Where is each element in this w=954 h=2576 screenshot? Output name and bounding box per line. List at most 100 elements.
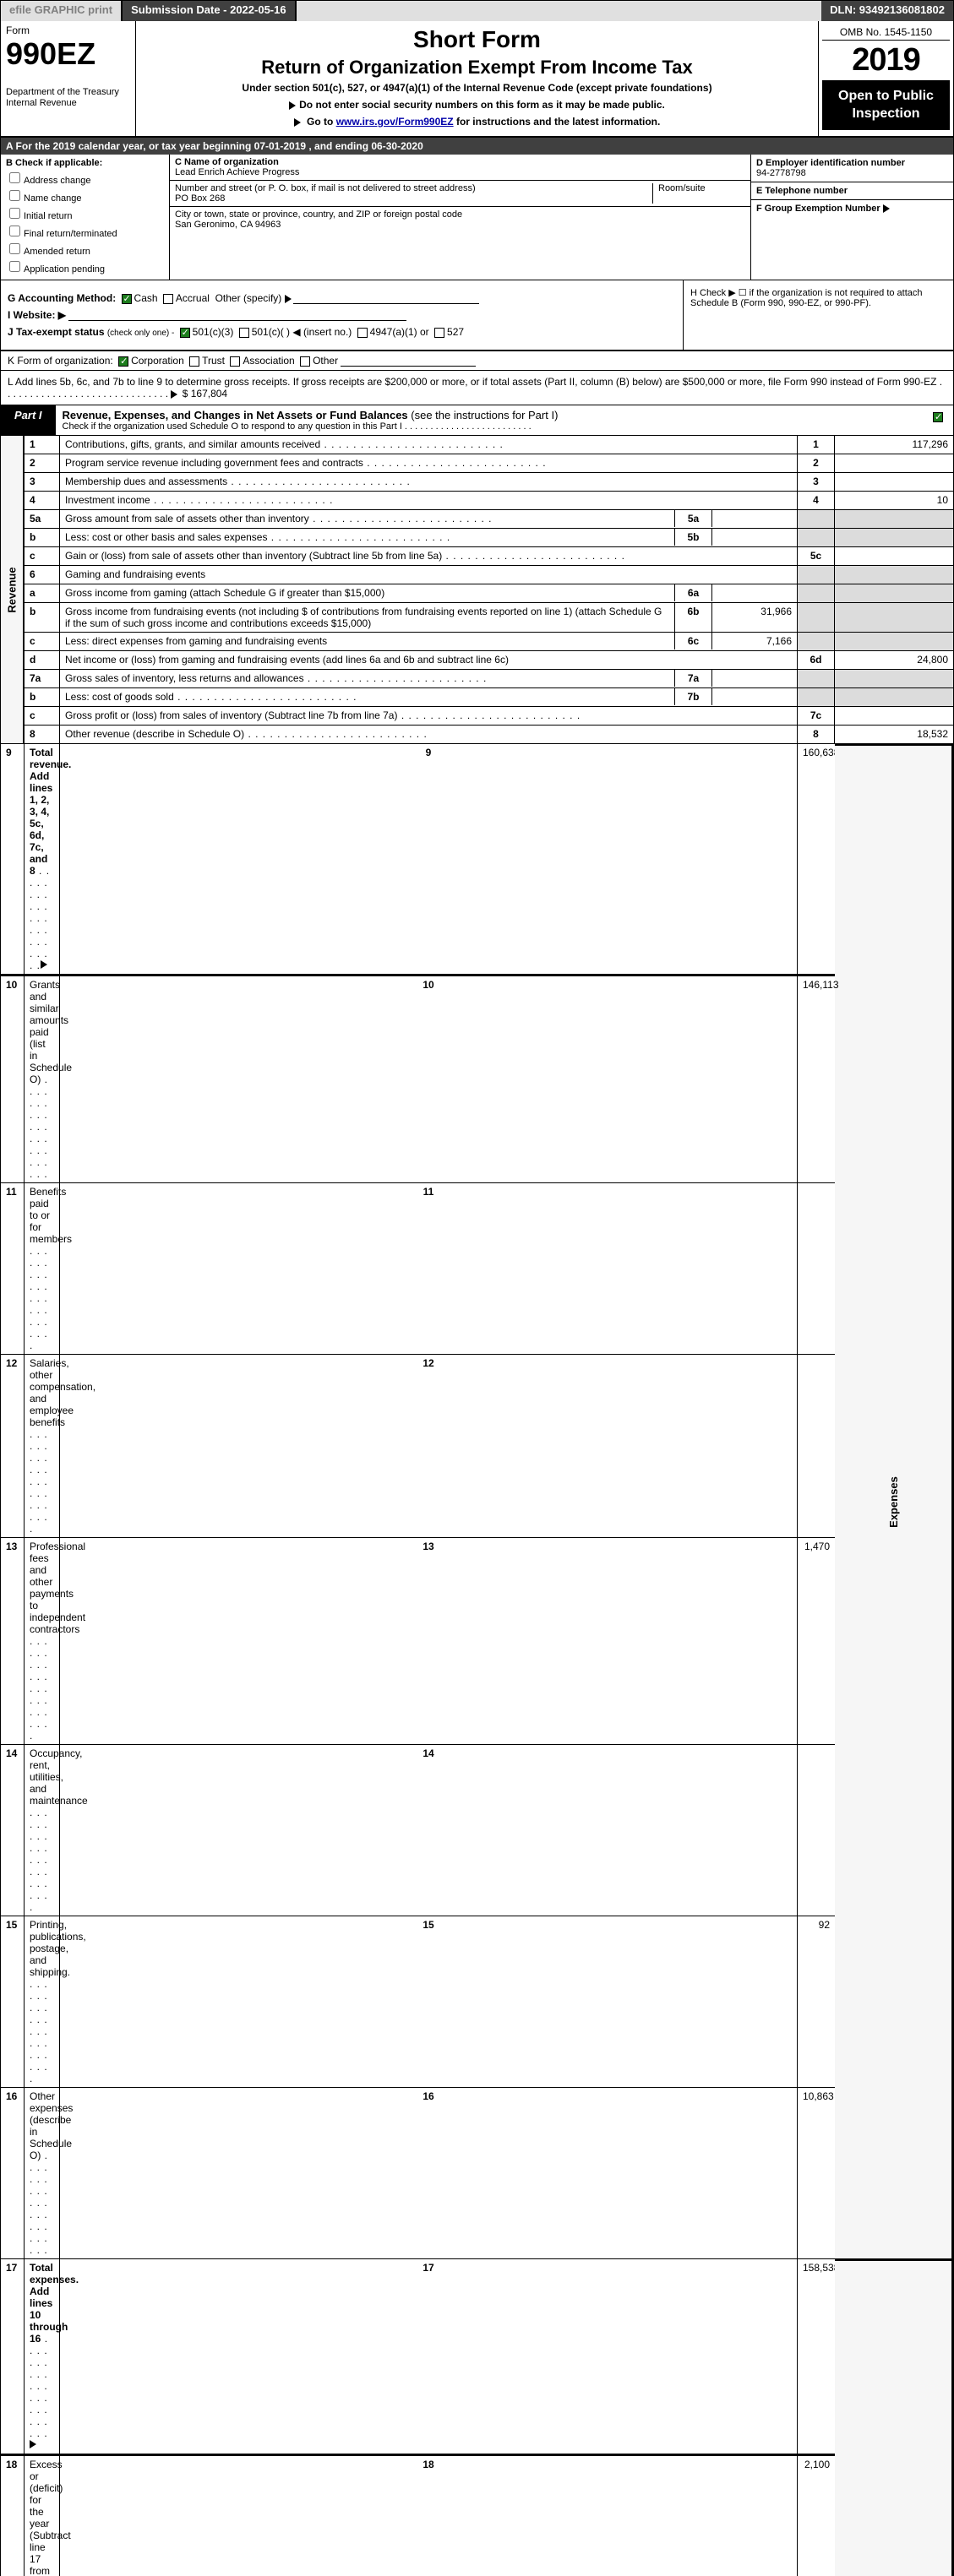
k-label: K Form of organization: <box>8 355 113 367</box>
city-label: City or town, state or province, country… <box>175 209 462 220</box>
line-9-amt: 160,638 <box>798 744 835 975</box>
line-6b-desc: Gross income from fundraising events (no… <box>60 603 798 633</box>
i-label: I Website: ▶ <box>8 309 66 321</box>
line-10-no: 10 <box>1 975 25 1183</box>
pointer-no-ssn: Do not enter social security numbers on … <box>143 99 811 111</box>
j-501c-checkbox[interactable] <box>239 328 249 338</box>
line-6a-no: a <box>25 584 60 603</box>
g-label: G Accounting Method: <box>8 292 116 304</box>
k-assoc: Association <box>243 355 294 367</box>
accrual-checkbox[interactable] <box>163 294 173 304</box>
j-row: J Tax-exempt status (check only one) - 5… <box>8 326 676 338</box>
part1-checkbox[interactable] <box>933 412 943 422</box>
line-6a-box <box>798 584 835 603</box>
line-16-no: 16 <box>1 2088 25 2259</box>
line-3-no: 3 <box>25 473 60 492</box>
line-6c-box <box>798 633 835 651</box>
check-address-change[interactable]: Address change <box>6 170 164 186</box>
c-name-row: C Name of organization Lead Enrich Achie… <box>170 155 750 181</box>
dots <box>30 1807 48 1913</box>
pointer1-text: Do not enter social security numbers on … <box>299 99 665 111</box>
line-6c-no: c <box>25 633 60 651</box>
l8-text: Other revenue (describe in Schedule O) <box>65 728 244 740</box>
j-527-checkbox[interactable] <box>434 328 444 338</box>
e-label: E Telephone number <box>756 186 848 196</box>
part1-title: Revenue, Expenses, and Changes in Net As… <box>63 409 408 421</box>
check-name-change[interactable]: Name change <box>6 187 164 204</box>
bf-grid: B Check if applicable: Address change Na… <box>1 155 953 280</box>
check-amended[interactable]: Amended return <box>6 241 164 257</box>
line-6b-inner: Gross income from fundraising events (no… <box>60 603 797 632</box>
l7b-text: Less: cost of goods sold <box>65 691 174 703</box>
check-final-return[interactable]: Final return/terminated <box>6 223 164 239</box>
dln: DLN: 93492136081802 <box>821 1 953 21</box>
line-5a-no: 5a <box>25 510 60 529</box>
check-pending[interactable]: Application pending <box>6 258 164 274</box>
k-other-line[interactable] <box>341 355 476 367</box>
triangle-icon <box>30 2440 36 2448</box>
checkbox-initial[interactable] <box>9 208 20 219</box>
line-6d-amt: 24,800 <box>835 651 953 670</box>
line-6c-inner: Less: direct expenses from gaming and fu… <box>60 633 797 649</box>
l4-text: Investment income <box>65 494 150 506</box>
line-18-amt: 2,100 <box>798 2454 835 2576</box>
line-7b-inner: Less: cost of goods sold 7b <box>60 688 797 705</box>
checkbox-pending[interactable] <box>9 261 20 272</box>
dots <box>227 476 411 487</box>
checkbox-name[interactable] <box>9 190 20 201</box>
checkbox-address[interactable] <box>9 172 20 183</box>
pointer2-post: for instructions and the latest informat… <box>456 116 660 128</box>
dots <box>30 1635 48 1742</box>
line-4-amt: 10 <box>835 492 953 510</box>
line-8-box: 8 <box>798 726 835 744</box>
line-7c-no: c <box>25 707 60 726</box>
triangle-icon <box>171 390 177 399</box>
line-6c-desc: Less: direct expenses from gaming and fu… <box>60 633 798 651</box>
checkbox-amended[interactable] <box>9 243 20 254</box>
check-initial-return[interactable]: Initial return <box>6 205 164 221</box>
part1-sub-text: Check if the organization used Schedule … <box>63 421 402 432</box>
header-middle: Short Form Return of Organization Exempt… <box>136 21 818 136</box>
pointer-goto: Go to www.irs.gov/Form990EZ for instruct… <box>143 116 811 128</box>
l5b-subamt <box>712 529 797 546</box>
form-word: Form <box>6 24 130 36</box>
line-6-no: 6 <box>25 566 60 584</box>
j-opt1: 501(c)(3) <box>193 326 234 338</box>
l6c-text: Less: direct expenses from gaming and fu… <box>65 635 327 647</box>
line-2-no: 2 <box>25 454 60 473</box>
line-12-box: 12 <box>60 1355 798 1538</box>
l5a-subbox: 5a <box>675 510 712 527</box>
k-trust-checkbox[interactable] <box>189 356 199 367</box>
line-7a-desc: Gross sales of inventory, less returns a… <box>60 670 798 688</box>
l-amount: $ 167,804 <box>183 388 227 399</box>
numbers-grid: Revenue 1 Contributions, gifts, grants, … <box>1 436 953 2576</box>
website-line[interactable] <box>68 309 406 321</box>
irs-link[interactable]: www.irs.gov/Form990EZ <box>336 116 454 128</box>
line-4-no: 4 <box>25 492 60 510</box>
k-other-checkbox[interactable] <box>300 356 310 367</box>
other-specify-line[interactable] <box>293 292 479 304</box>
line-18-no: 18 <box>1 2454 25 2576</box>
k-assoc-checkbox[interactable] <box>230 356 240 367</box>
part1-title-block: Revenue, Expenses, and Changes in Net As… <box>56 405 923 435</box>
checkbox-final[interactable] <box>9 226 20 236</box>
line-12-no: 12 <box>1 1355 25 1538</box>
line-5a-box <box>798 510 835 529</box>
k-corp-checkbox[interactable] <box>118 356 128 367</box>
cash-checkbox[interactable] <box>122 294 132 304</box>
form-container: efile GRAPHIC print Submission Date - 20… <box>0 0 954 2576</box>
line-6a-desc: Gross income from gaming (attach Schedul… <box>60 584 798 603</box>
line-3-desc: Membership dues and assessments <box>60 473 798 492</box>
section-b: B Check if applicable: Address change Na… <box>1 155 170 280</box>
efile-label: efile GRAPHIC print <box>1 1 123 21</box>
j-4947-checkbox[interactable] <box>357 328 368 338</box>
l6b-subbox: 6b <box>675 603 712 632</box>
header-right: OMB No. 1545-1150 2019 Open to Public In… <box>818 21 953 136</box>
ghij-block: G Accounting Method: Cash Accrual Other … <box>1 280 953 351</box>
line-15-no: 15 <box>1 1916 25 2088</box>
dept-treasury: Department of the Treasury Internal Reve… <box>6 87 130 109</box>
j-501c3-checkbox[interactable] <box>180 328 190 338</box>
dots <box>309 513 493 524</box>
b-heading: B Check if applicable: <box>6 158 164 168</box>
line-5c-no: c <box>25 547 60 566</box>
